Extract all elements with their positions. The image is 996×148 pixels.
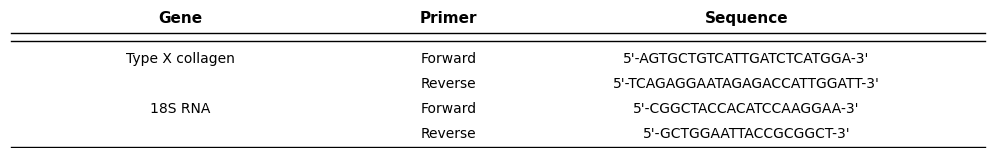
Text: Reverse: Reverse <box>420 77 476 91</box>
Text: 5'-CGGCTACCACATCCAAGGAA-3': 5'-CGGCTACCACATCCAAGGAA-3' <box>633 102 860 116</box>
Text: Forward: Forward <box>420 102 476 116</box>
Text: 5'-GCTGGAATTACCGCGGCT-3': 5'-GCTGGAATTACCGCGGCT-3' <box>642 127 851 141</box>
Text: Type X collagen: Type X collagen <box>125 53 235 66</box>
Text: Primer: Primer <box>419 11 477 26</box>
Text: Gene: Gene <box>158 11 202 26</box>
Text: 5'-AGTGCTGTCATTGATCTCATGGA-3': 5'-AGTGCTGTCATTGATCTCATGGA-3' <box>623 53 870 66</box>
Text: Reverse: Reverse <box>420 127 476 141</box>
Text: Forward: Forward <box>420 53 476 66</box>
Text: Sequence: Sequence <box>704 11 788 26</box>
Text: 5'-TCAGAGGAATAGAGACCATTGGATT-3': 5'-TCAGAGGAATAGAGACCATTGGATT-3' <box>613 77 879 91</box>
Text: 18S RNA: 18S RNA <box>150 102 210 116</box>
